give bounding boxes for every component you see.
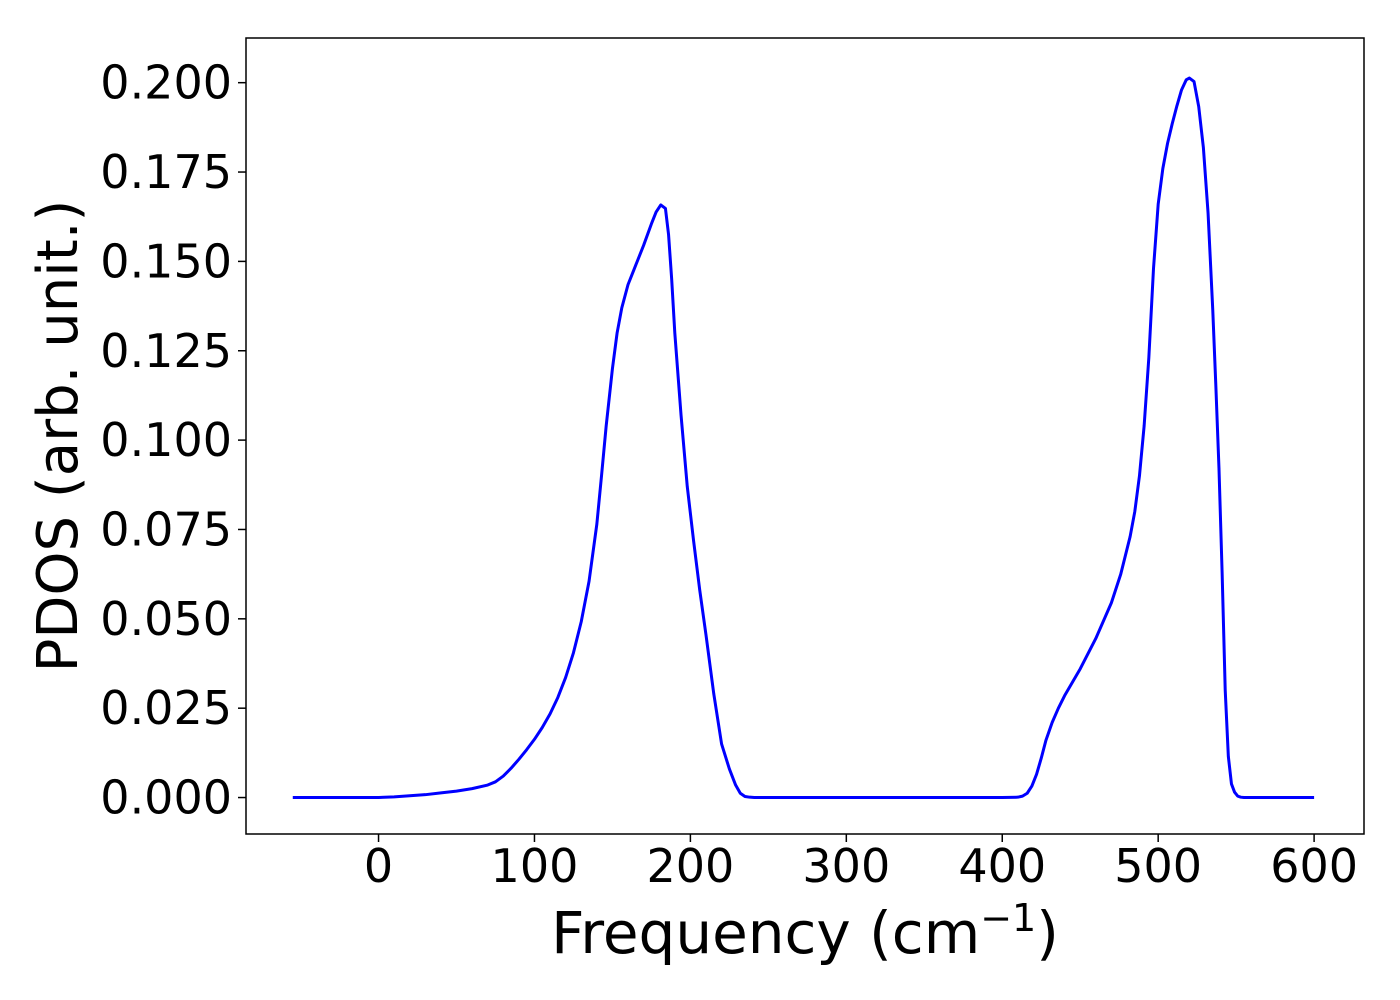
y-tick-label: 0.150	[100, 234, 232, 288]
x-tick-label: 100	[491, 839, 579, 893]
y-tick-label: 0.200	[100, 56, 232, 110]
x-tick-label: 300	[802, 839, 890, 893]
y-tick-label: 0.175	[100, 145, 232, 199]
x-tick-label: 500	[1114, 839, 1202, 893]
pdos-series-line	[292, 76, 1315, 800]
y-tick-label: 0.050	[100, 592, 232, 646]
y-tick-label: 0.025	[100, 681, 232, 735]
y-tick-label: 0.075	[100, 502, 232, 556]
x-axis-ticks: 0 100 200 300 400 500 600	[364, 834, 1358, 893]
y-tick-label: 0.100	[100, 413, 232, 467]
x-tick-label: 200	[646, 839, 734, 893]
x-tick-label: 0	[364, 839, 393, 893]
x-tick-label: 600	[1270, 839, 1358, 893]
plot-frame	[245, 37, 1365, 835]
x-axis-title-main: Frequency (cm	[551, 899, 980, 967]
x-axis-title-superscript: −1	[980, 896, 1036, 940]
x-axis-title: Frequency (cm−1)	[551, 896, 1059, 967]
x-axis-title-close: )	[1036, 899, 1059, 967]
x-tick-label: 400	[958, 839, 1046, 893]
y-tick-label: 0.125	[100, 324, 232, 378]
y-axis-title: PDOS (arb. unit.)	[26, 200, 91, 673]
y-tick-label: 0.000	[100, 771, 232, 825]
y-axis-ticks: 0.000 0.025 0.050 0.075 0.100 0.125 0.150 0.175…	[100, 56, 246, 825]
